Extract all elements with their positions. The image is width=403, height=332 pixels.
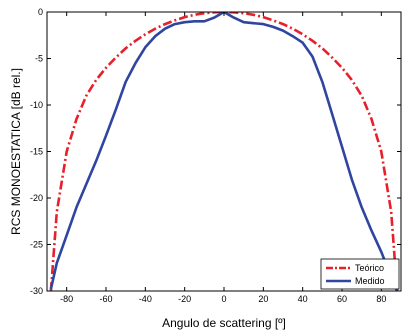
x-tick-label: -60 (99, 294, 112, 304)
x-tick-label: 80 (376, 294, 386, 304)
y-tick-label: 0 (38, 7, 43, 17)
y-axis: 0 -5 -10 -15 -20 -25 -30 (30, 7, 401, 296)
x-tick-label: -40 (139, 294, 152, 304)
x-tick-label: -20 (178, 294, 191, 304)
legend-label-1: Medido (355, 276, 385, 286)
legend: Teórico Medido (320, 258, 400, 290)
y-tick-label: -15 (30, 147, 43, 157)
x-tick-label: 0 (221, 294, 226, 304)
series-line-1 (49, 12, 399, 291)
x-tick-label: 60 (337, 294, 347, 304)
x-tick-label: 40 (298, 294, 308, 304)
legend-label-0: Teórico (355, 263, 384, 273)
y-tick-label: -25 (30, 240, 43, 250)
y-tick-label: -20 (30, 193, 43, 203)
legend-box (320, 258, 400, 290)
x-axis-label: Angulo de scattering [º] (162, 316, 286, 330)
x-tick-label: 20 (258, 294, 268, 304)
y-tick-label: -10 (30, 100, 43, 110)
plot-lines (49, 12, 399, 291)
series-line-0 (49, 12, 399, 291)
y-axis-label: RCS MONOESTATICA [dB rel.] (9, 68, 23, 235)
x-axis: -80 -60 -40 -20 0 20 40 60 80 (60, 12, 386, 304)
x-tick-label: -80 (60, 294, 73, 304)
y-tick-label: -30 (30, 286, 43, 296)
y-tick-label: -5 (35, 54, 43, 64)
